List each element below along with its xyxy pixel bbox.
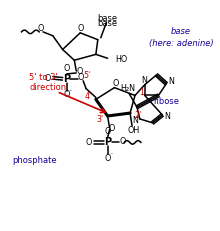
Text: P: P	[63, 74, 70, 84]
Text: O: O	[119, 137, 125, 146]
Text: O: O	[112, 79, 119, 88]
Text: O: O	[45, 74, 51, 83]
Text: 1': 1'	[139, 88, 146, 97]
Text: base: base	[97, 18, 118, 27]
Text: O: O	[78, 73, 84, 82]
Text: base: base	[97, 14, 118, 23]
Text: 4': 4'	[84, 92, 92, 101]
Text: N: N	[168, 77, 174, 86]
Text: O: O	[86, 138, 92, 147]
Text: 5': 5'	[83, 71, 91, 80]
Text: O: O	[78, 24, 84, 33]
Text: O: O	[108, 124, 115, 133]
Text: phosphate: phosphate	[12, 155, 57, 164]
Text: H₂N: H₂N	[121, 84, 136, 93]
Text: ⁻: ⁻	[69, 90, 72, 95]
Text: ⁻: ⁻	[110, 154, 113, 159]
Text: O: O	[104, 127, 111, 136]
Text: 2': 2'	[134, 110, 141, 119]
Text: O: O	[38, 24, 44, 33]
Text: HO: HO	[116, 55, 128, 64]
Text: P: P	[104, 137, 111, 147]
Text: base
(here: adenine): base (here: adenine)	[149, 27, 213, 48]
Text: O: O	[104, 154, 111, 163]
Text: 3': 3'	[96, 116, 103, 125]
Text: N: N	[141, 76, 147, 85]
Text: 5' to 3': 5' to 3'	[29, 73, 58, 82]
Text: direction: direction	[29, 83, 66, 92]
Text: N: N	[132, 116, 138, 125]
Text: O: O	[76, 67, 82, 76]
Text: O: O	[63, 90, 70, 99]
Text: OH: OH	[128, 126, 140, 135]
Text: O: O	[63, 64, 70, 73]
Text: ribose: ribose	[153, 97, 179, 106]
Text: N: N	[164, 112, 170, 122]
